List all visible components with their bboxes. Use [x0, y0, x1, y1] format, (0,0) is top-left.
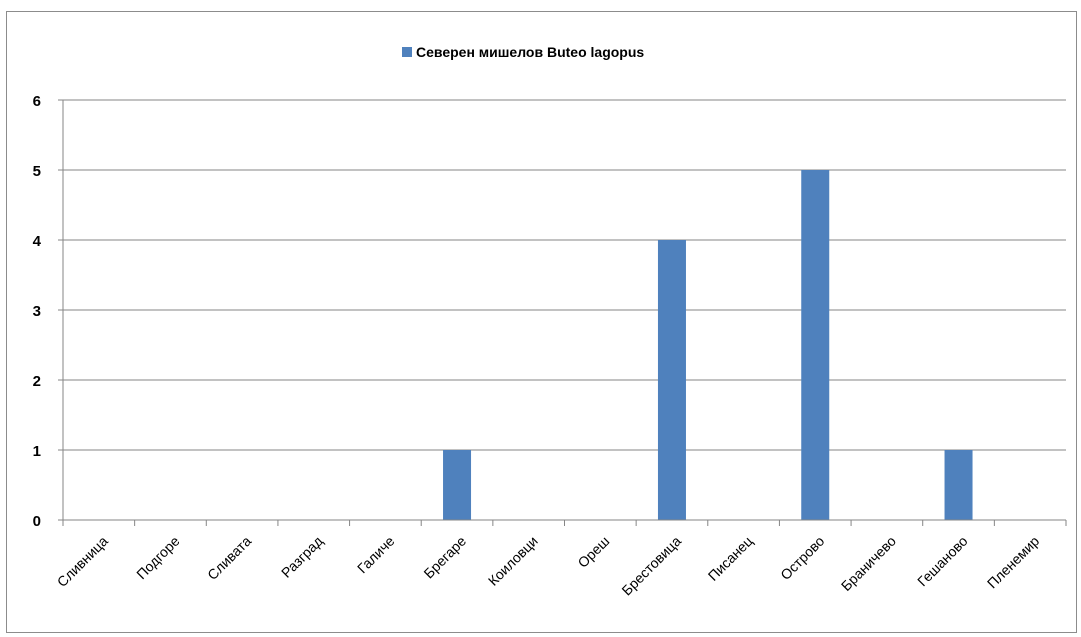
x-axis: Сливница Подгоре Сливата Разград Галиче Брега… [54, 519, 1067, 599]
y-axis: 0 1 2 3 4 5 6 [33, 93, 64, 530]
x-tick-label-8: Брестовица [618, 533, 684, 599]
legend-label-0: Северен мишелов Buteo lagopus [416, 44, 644, 60]
y-tick-label-5: 5 [33, 163, 41, 180]
x-tick-label-5: Брегаре [420, 533, 469, 582]
x-tick-label-3: Разград [278, 533, 326, 581]
bar-8 [657, 240, 686, 520]
legend: Северен мишелов Buteo lagopus [402, 44, 644, 60]
legend-swatch-0 [402, 47, 412, 57]
x-tick-label-11: Браничево [838, 533, 899, 594]
y-tick-label-3: 3 [33, 303, 41, 320]
x-tick-label-0: Сливница [54, 533, 111, 590]
y-tick-label-2: 2 [33, 373, 41, 390]
bar-12 [944, 450, 973, 520]
y-tick-label-6: 6 [33, 93, 41, 110]
x-tick-label-10: Острово [777, 533, 827, 583]
x-tick-label-2: Сливата [204, 533, 254, 583]
x-tick-label-6: Коиловци [485, 533, 541, 589]
x-tick-label-4: Галиче [354, 533, 398, 577]
x-tick-label-1: Подгоре [133, 533, 183, 583]
y-tick-label-1: 1 [33, 443, 41, 460]
bar-10 [801, 170, 830, 520]
gridlines [63, 99, 1066, 451]
bars [443, 170, 973, 520]
x-tick-label-9: Писанец [705, 533, 756, 584]
x-tick-label-7: Ореш [574, 533, 612, 571]
chart-frame [6, 11, 1077, 633]
bar-5 [443, 450, 472, 520]
x-tick-label-13: Пленемир [984, 533, 1043, 592]
y-tick-label-0: 0 [33, 513, 41, 530]
x-tick-label-12: Гешаново [914, 533, 971, 590]
y-tick-label-4: 4 [33, 233, 42, 250]
